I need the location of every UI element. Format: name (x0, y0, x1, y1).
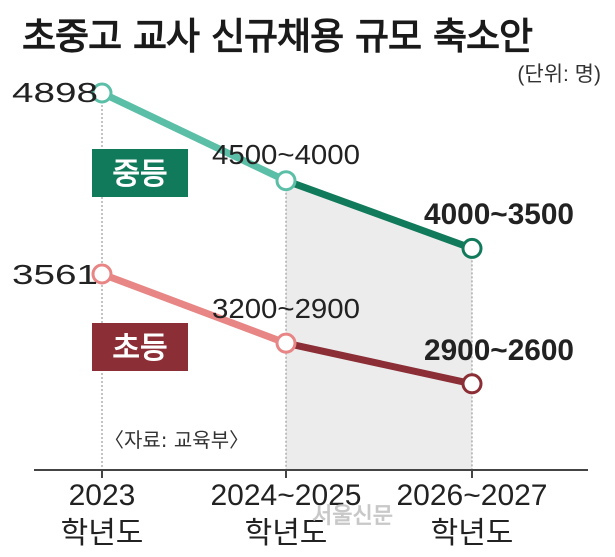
chart-title: 초중고 교사 신규채용 규모 축소안 (22, 15, 533, 58)
source-note: 〈자료: 교육부〉 (104, 428, 250, 452)
projection-shade (286, 180, 472, 470)
series-badge-label: 중등 (112, 157, 167, 192)
series-line-projected (282, 339, 476, 388)
series-badge-label: 초등 (112, 331, 167, 366)
data-label: 4000~3500 (424, 198, 574, 231)
data-point (461, 373, 483, 395)
data-point (461, 237, 483, 259)
x-tick-label: 2026~2027 (397, 479, 548, 512)
data-label: 4898 (12, 77, 98, 108)
series-line-past (98, 270, 290, 347)
watermark: 서울신문 (312, 504, 393, 529)
x-tick-label: 학년도 (431, 517, 514, 550)
data-label: 3561 (12, 259, 98, 290)
x-tick-label: 2023 (69, 479, 136, 512)
x-tick-label: 학년도 (245, 517, 328, 550)
unit-label: (단위: 명) (517, 63, 601, 86)
series-badge (92, 149, 188, 197)
x-tick-label: 2024~2025 (211, 479, 362, 512)
data-label: 2900~2600 (424, 334, 574, 367)
data-point (91, 263, 113, 285)
data-point (91, 82, 113, 104)
data-label: 4500~4000 (212, 139, 360, 170)
data-point (275, 170, 297, 192)
series-line-projected (282, 177, 476, 252)
series-badge (92, 323, 188, 371)
data-label: 3200~2900 (212, 293, 360, 324)
x-tick-label: 학년도 (61, 517, 144, 550)
series-line-past (98, 89, 290, 185)
data-point (275, 332, 297, 354)
